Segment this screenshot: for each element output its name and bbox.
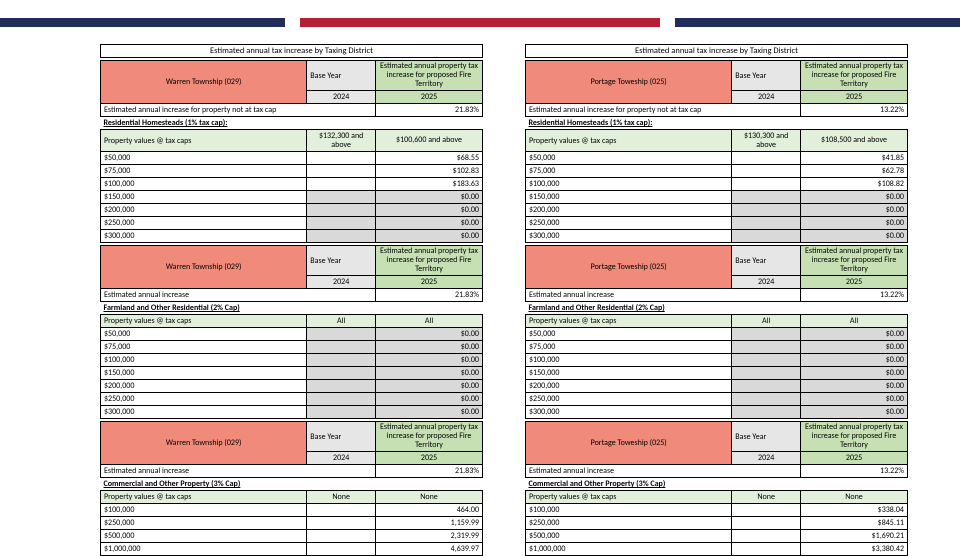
table-row: $100,000: [101, 504, 307, 517]
table-row: $100,000: [526, 354, 732, 367]
pvcaps-label: Property values @ tax caps: [101, 130, 307, 152]
table-row: $75,000: [101, 341, 307, 354]
est-inc-label: Estimated annual increase: [101, 289, 376, 302]
township-name: Portage Toweship (025): [526, 246, 732, 289]
table-row: $50,000: [526, 152, 732, 165]
table-row: $50,000: [526, 328, 732, 341]
table-row: $100,000: [101, 354, 307, 367]
table-row: $500,000: [101, 530, 307, 543]
table-row: $50,000: [101, 328, 307, 341]
farm-header: Farmland and Other Residential (2% Cap): [526, 302, 908, 315]
table-row: $250,000: [101, 393, 307, 406]
table-row: $250,000: [526, 393, 732, 406]
table-row: $250,000: [101, 217, 307, 230]
comm-header: Commercial and Other Property (3% Cap): [526, 478, 908, 491]
base-year-label: Base Year: [307, 61, 376, 91]
pct-val: 21.83%: [376, 104, 483, 117]
est-prop-label: Estimated annual property tax increase f…: [801, 61, 908, 91]
est-prop-label: Estimated annual property tax increase f…: [376, 61, 483, 91]
comm-header: Commercial and Other Property (3% Cap): [101, 478, 483, 491]
table-row: $100,000: [526, 504, 732, 517]
pvcaps-label: Property values @ tax caps: [526, 130, 732, 152]
table-row: $300,000: [526, 230, 732, 243]
fire-year: 2025: [376, 91, 483, 104]
table-row: $200,000: [526, 380, 732, 393]
est-inc-label: Estimated annual increase: [526, 289, 801, 302]
table-row: $300,000: [101, 406, 307, 419]
table-row: $250,000: [101, 517, 307, 530]
res-hdr1: $132,300 and above: [307, 130, 376, 152]
table-row: $50,000: [101, 152, 307, 165]
table-row: $150,000: [101, 191, 307, 204]
table-row: $200,000: [101, 204, 307, 217]
township-name: Warren Township (029): [101, 422, 307, 465]
table-row: $300,000: [526, 406, 732, 419]
table-row: $500,000: [526, 530, 732, 543]
res-header: Residential Homesteads (1% tax cap):: [526, 117, 908, 130]
section-title: Estimated annual tax increase by Taxing …: [101, 45, 483, 58]
header-bar-right: [675, 18, 960, 27]
table-row: $250,000: [526, 517, 732, 530]
township-name: Portage Toweship (025): [526, 422, 732, 465]
est-notcap-label: Estimated annual increase for property n…: [526, 104, 801, 117]
res-hdr2: $100,600 and above: [376, 130, 483, 152]
table-row: $1,000,000: [101, 543, 307, 556]
res-header: Residential Homesteads (1% tax cap):: [101, 117, 483, 130]
table-row: $150,000: [526, 367, 732, 380]
base-year-label: Base Year: [732, 61, 801, 91]
right-table-col: Estimated annual tax increase by Taxing …: [525, 44, 908, 556]
table-row: $250,000: [526, 217, 732, 230]
res-hdr1: $130,300 and above: [732, 130, 801, 152]
township-name: Warren Township (029): [101, 246, 307, 289]
table-row: $150,000: [526, 191, 732, 204]
table-row: $75,000: [526, 165, 732, 178]
table-row: $75,000: [526, 341, 732, 354]
base-year-val: 2024: [732, 91, 801, 104]
res-hdr2: $108,500 and above: [801, 130, 908, 152]
table-row: $200,000: [101, 380, 307, 393]
table-row: $100,000: [526, 178, 732, 191]
table-row: $200,000: [526, 204, 732, 217]
farm-header: Farmland and Other Residential (2% Cap): [101, 302, 483, 315]
header-bar-mid: [300, 18, 660, 27]
table-row: $100,000: [101, 178, 307, 191]
table-row: $1,000,000: [526, 543, 732, 556]
left-table-col: Estimated annual tax increase by Taxing …: [100, 44, 483, 556]
table-row: $300,000: [101, 230, 307, 243]
pct-val: 13.22%: [801, 104, 908, 117]
table-row: $75,000: [101, 165, 307, 178]
township-name: Warren Township (029): [101, 61, 307, 104]
header-bar-left: [0, 18, 285, 27]
table-row: $150,000: [101, 367, 307, 380]
fire-year: 2025: [801, 91, 908, 104]
est-notcap-label: Estimated annual increase for property n…: [101, 104, 376, 117]
base-year-val: 2024: [307, 91, 376, 104]
township-name: Portage Toweship (025): [526, 61, 732, 104]
section-title: Estimated annual tax increase by Taxing …: [526, 45, 908, 58]
